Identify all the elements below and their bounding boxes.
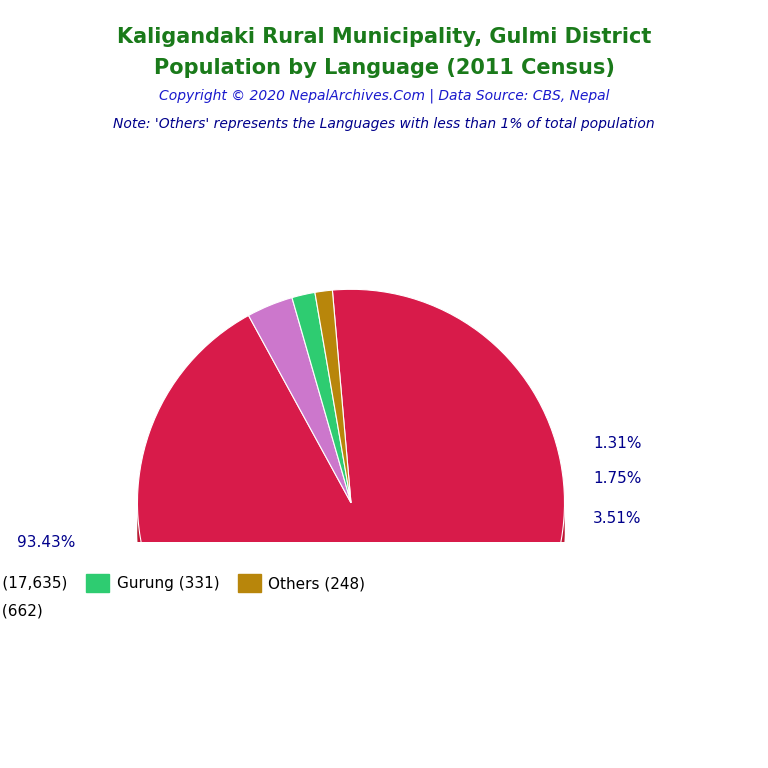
- Wedge shape: [292, 293, 351, 503]
- Legend: Nepali (17,635), Magar (662), Gurung (331), Others (248): Nepali (17,635), Magar (662), Gurung (33…: [0, 568, 372, 627]
- Text: 3.51%: 3.51%: [593, 511, 641, 526]
- Wedge shape: [249, 326, 351, 531]
- Wedge shape: [137, 290, 564, 717]
- Wedge shape: [137, 318, 564, 745]
- Wedge shape: [249, 298, 351, 503]
- Text: Population by Language (2011 Census): Population by Language (2011 Census): [154, 58, 614, 78]
- Text: 1.75%: 1.75%: [593, 471, 641, 486]
- Text: Note: 'Others' represents the Languages with less than 1% of total population: Note: 'Others' represents the Languages …: [113, 117, 655, 131]
- Polygon shape: [137, 503, 564, 745]
- Wedge shape: [315, 319, 351, 531]
- Wedge shape: [292, 321, 351, 531]
- Text: 93.43%: 93.43%: [18, 535, 76, 550]
- Text: 1.31%: 1.31%: [593, 436, 641, 451]
- Text: Copyright © 2020 NepalArchives.Com | Data Source: CBS, Nepal: Copyright © 2020 NepalArchives.Com | Dat…: [159, 88, 609, 103]
- Text: Kaligandaki Rural Municipality, Gulmi District: Kaligandaki Rural Municipality, Gulmi Di…: [117, 27, 651, 47]
- Wedge shape: [315, 290, 351, 503]
- Polygon shape: [137, 503, 564, 745]
